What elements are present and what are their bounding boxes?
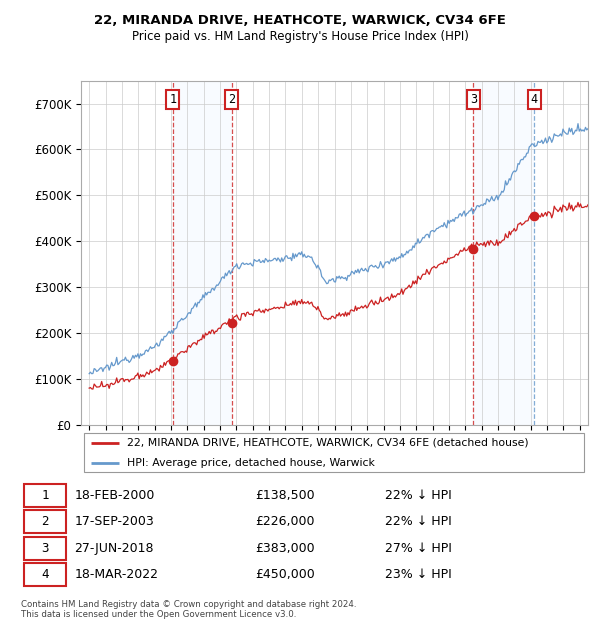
Text: This data is licensed under the Open Government Licence v3.0.: This data is licensed under the Open Gov… (21, 610, 296, 619)
Text: 27% ↓ HPI: 27% ↓ HPI (385, 542, 451, 555)
Text: Contains HM Land Registry data © Crown copyright and database right 2024.: Contains HM Land Registry data © Crown c… (21, 600, 356, 609)
Bar (173, 81, 232, 425)
Text: HPI: Average price, detached house, Warwick: HPI: Average price, detached house, Warw… (127, 458, 374, 467)
Text: 3: 3 (470, 93, 477, 106)
Text: 22, MIRANDA DRIVE, HEATHCOTE, WARWICK, CV34 6FE (detached house): 22, MIRANDA DRIVE, HEATHCOTE, WARWICK, C… (127, 438, 528, 448)
FancyBboxPatch shape (23, 510, 66, 533)
Text: 22, MIRANDA DRIVE, HEATHCOTE, WARWICK, CV34 6FE: 22, MIRANDA DRIVE, HEATHCOTE, WARWICK, C… (94, 14, 506, 27)
Text: 23% ↓ HPI: 23% ↓ HPI (385, 568, 451, 581)
Text: 3: 3 (41, 542, 49, 555)
Text: £383,000: £383,000 (255, 542, 314, 555)
Text: Price paid vs. HM Land Registry's House Price Index (HPI): Price paid vs. HM Land Registry's House … (131, 30, 469, 43)
Text: £226,000: £226,000 (255, 515, 314, 528)
Text: 18-FEB-2000: 18-FEB-2000 (74, 489, 155, 502)
FancyBboxPatch shape (23, 537, 66, 560)
Text: 4: 4 (41, 568, 49, 581)
Text: 27-JUN-2018: 27-JUN-2018 (74, 542, 154, 555)
Text: £450,000: £450,000 (255, 568, 314, 581)
Text: 22% ↓ HPI: 22% ↓ HPI (385, 489, 451, 502)
Text: 17-SEP-2003: 17-SEP-2003 (74, 515, 154, 528)
Text: 18-MAR-2022: 18-MAR-2022 (74, 568, 158, 581)
Bar (473, 81, 534, 425)
FancyBboxPatch shape (83, 433, 584, 472)
Text: 2: 2 (41, 515, 49, 528)
Text: 4: 4 (530, 93, 538, 106)
Text: 1: 1 (41, 489, 49, 502)
FancyBboxPatch shape (23, 484, 66, 507)
FancyBboxPatch shape (23, 563, 66, 586)
Text: 1: 1 (169, 93, 176, 106)
Text: 2: 2 (228, 93, 235, 106)
Text: £138,500: £138,500 (255, 489, 314, 502)
Text: 22% ↓ HPI: 22% ↓ HPI (385, 515, 451, 528)
